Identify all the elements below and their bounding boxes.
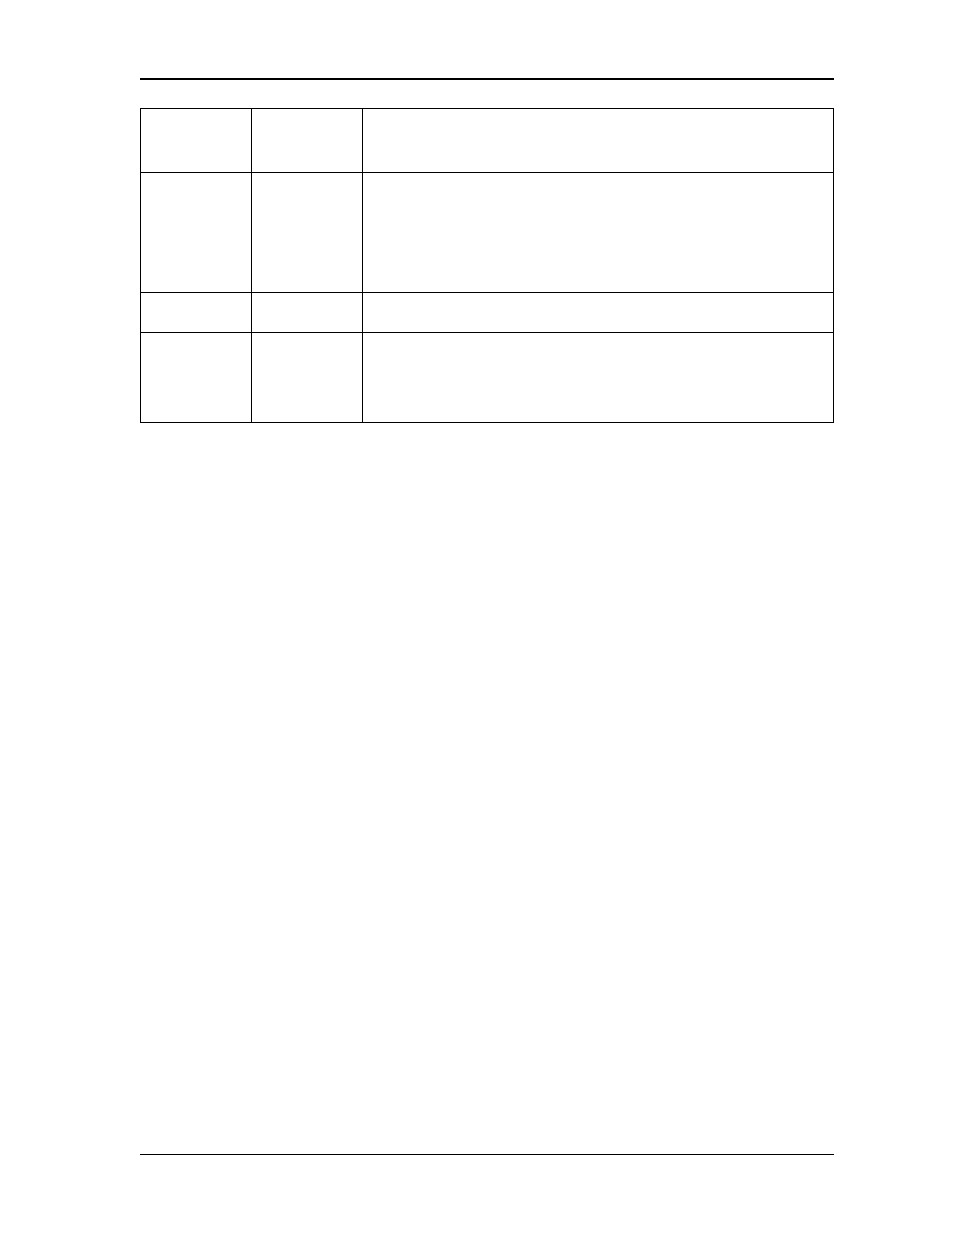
table-cell — [362, 333, 833, 423]
table-row — [141, 333, 834, 423]
table-row — [141, 109, 834, 173]
table-cell — [251, 333, 362, 423]
table-cell — [141, 109, 252, 173]
table-cell — [141, 173, 252, 293]
table-container — [140, 108, 834, 423]
footer-rule — [140, 1154, 834, 1155]
page — [0, 0, 954, 1235]
header-rule — [140, 78, 834, 80]
table-cell — [362, 173, 833, 293]
table-cell — [141, 333, 252, 423]
data-table — [140, 108, 834, 423]
table-cell — [362, 109, 833, 173]
table-cell — [251, 109, 362, 173]
table-cell — [251, 293, 362, 333]
table-cell — [141, 293, 252, 333]
table-cell — [251, 173, 362, 293]
table-row — [141, 293, 834, 333]
table-cell — [362, 293, 833, 333]
table-row — [141, 173, 834, 293]
